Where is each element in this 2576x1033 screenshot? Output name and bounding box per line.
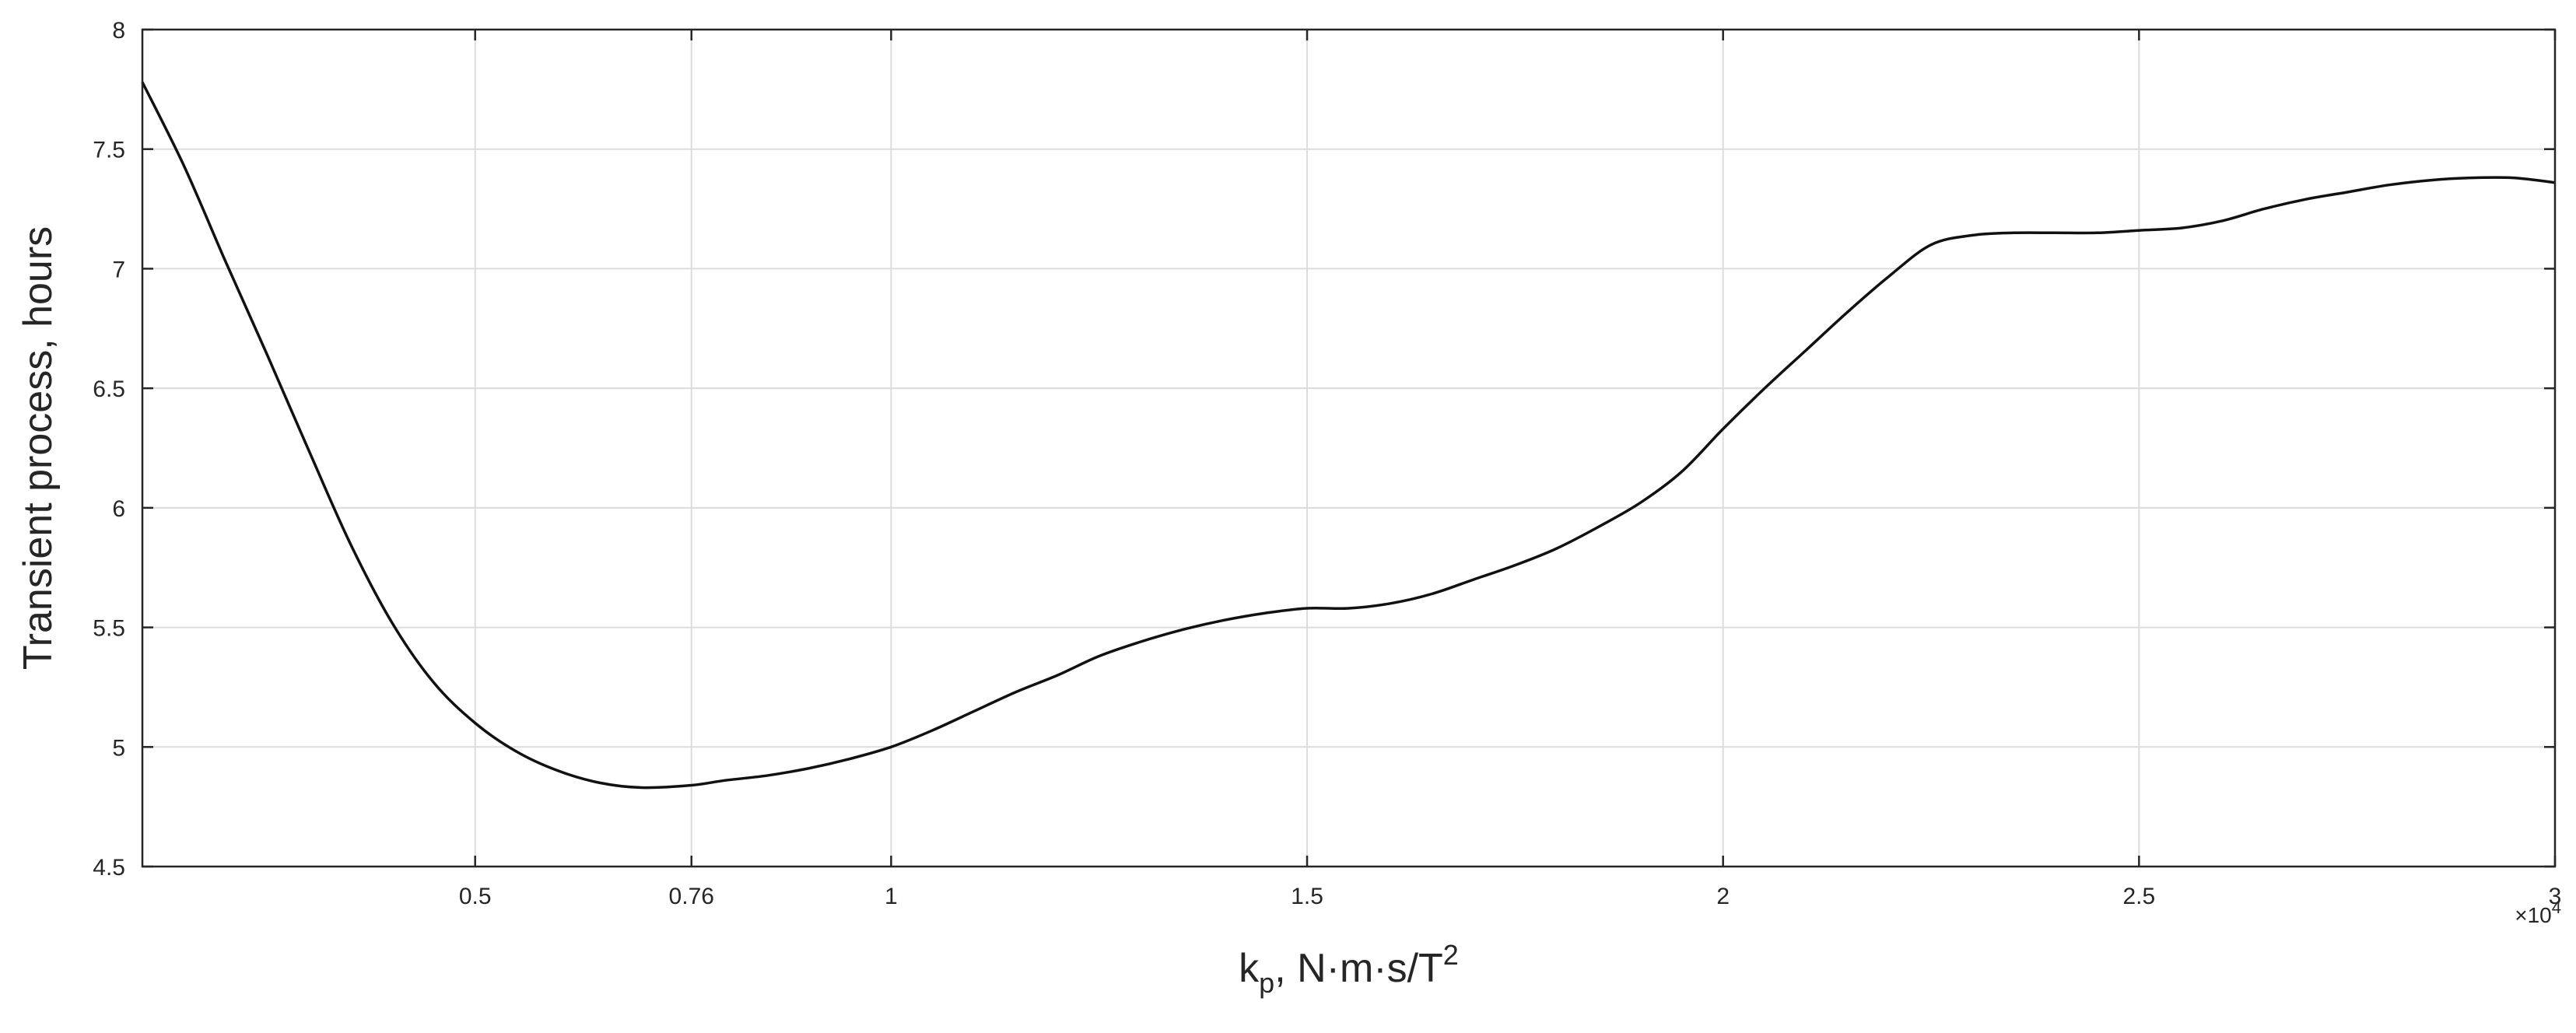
x-axis-label-rest: , N·m·s/T <box>1274 946 1443 991</box>
x-tick-label: 1 <box>885 884 898 909</box>
x-axis-label: kp, N·m·s/T2 <box>1239 939 1459 999</box>
y-tick-label: 5 <box>112 735 125 761</box>
x-axis-label-main: k <box>1239 946 1260 991</box>
grid <box>142 30 2555 867</box>
x-axis-label-subscript: p <box>1259 967 1274 999</box>
x-tick-label: 3 <box>2549 884 2562 909</box>
x-axis-exponent: ×104 <box>2515 898 2561 927</box>
y-tick-label: 6.5 <box>93 376 125 402</box>
y-tick-label: 4.5 <box>93 855 125 881</box>
y-tick-label: 7.5 <box>93 138 125 163</box>
x-tick-labels: 0.5 0.76 1 1.5 2 2.5 3 <box>459 884 2561 909</box>
x-axis-exponent-power: 4 <box>2552 898 2561 917</box>
x-tick-label: 0.76 <box>669 884 714 909</box>
x-axis-exponent-base: ×10 <box>2515 903 2552 927</box>
x-tick-label: 0.5 <box>459 884 492 909</box>
y-axis-label: Transient process, hours <box>16 226 61 670</box>
y-tick-label: 5.5 <box>93 616 125 642</box>
y-tick-label: 6 <box>112 496 125 522</box>
y-tick-label: 8 <box>112 18 125 44</box>
plot-area-border <box>141 28 2557 868</box>
x-tick-label: 2 <box>1716 884 1730 909</box>
series-line <box>141 81 2556 790</box>
x-axis-label-superscript: 2 <box>1443 939 1459 971</box>
y-tick-labels: 4.5 5 5.5 6 6.5 7 7.5 8 <box>93 18 125 881</box>
x-tick-label: 1.5 <box>1291 884 1323 909</box>
y-tick-label: 7 <box>112 257 125 282</box>
x-tick-label: 2.5 <box>2122 884 2155 909</box>
tick-marks <box>142 28 2557 868</box>
